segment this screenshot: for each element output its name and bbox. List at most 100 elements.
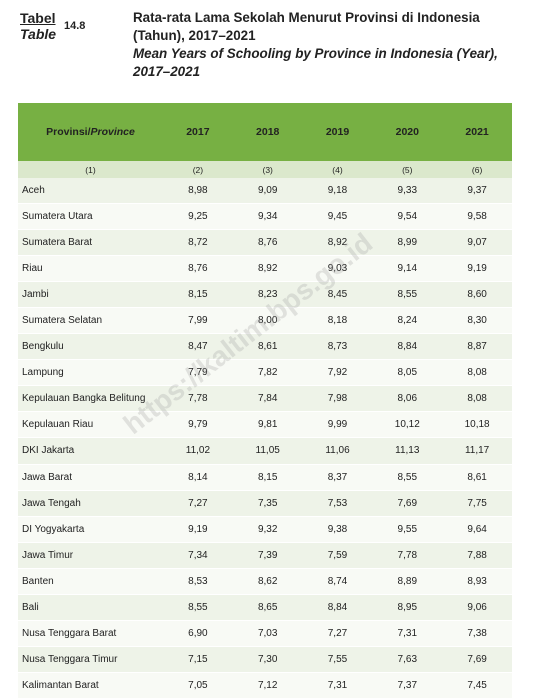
value-cell: 8,55 xyxy=(372,464,443,491)
value-cell: 7,27 xyxy=(302,620,373,647)
value-cell: 9,99 xyxy=(302,411,373,439)
table-row: DI Yogyakarta 9,19 9,32 9,38 9,55 9,64 xyxy=(18,516,512,543)
table-row: Sumatera Barat 8,72 8,76 8,92 8,99 9,07 xyxy=(18,229,512,257)
value-cell: 8,62 xyxy=(232,568,303,595)
value-cell: 8,05 xyxy=(372,359,443,387)
value-cell: 8,61 xyxy=(442,464,512,491)
value-cell: 9,34 xyxy=(232,203,303,231)
table-row: Sumatera Selatan 7,99 8,00 8,18 8,24 8,30 xyxy=(18,307,512,335)
value-cell: 8,95 xyxy=(372,594,443,621)
value-cell: 8,30 xyxy=(442,307,512,335)
province-cell: Nusa Tenggara Barat xyxy=(18,620,163,647)
value-cell: 9,58 xyxy=(442,203,512,231)
value-cell: 8,14 xyxy=(163,464,233,491)
value-cell: 8,47 xyxy=(163,333,233,361)
value-cell: 7,27 xyxy=(163,490,233,517)
value-cell: 9,06 xyxy=(442,594,512,621)
value-cell: 10,12 xyxy=(372,411,443,439)
value-cell: 9,55 xyxy=(372,516,443,543)
value-cell: 7,78 xyxy=(163,385,233,413)
value-cell: 7,82 xyxy=(232,359,303,387)
column-number: (6) xyxy=(442,161,512,178)
value-cell: 8,15 xyxy=(232,464,303,491)
table-row: Bali 8,55 8,65 8,84 8,95 9,06 xyxy=(18,594,512,621)
province-cell: Jawa Barat xyxy=(18,464,163,491)
value-cell: 10,18 xyxy=(442,411,512,439)
label-en: Table xyxy=(20,26,57,42)
value-cell: 7,35 xyxy=(232,490,303,517)
value-cell: 7,92 xyxy=(302,359,373,387)
value-cell: 8,37 xyxy=(302,464,373,491)
value-cell: 8,84 xyxy=(302,594,373,621)
value-cell: 7,59 xyxy=(302,542,373,569)
province-cell: Jawa Tengah xyxy=(18,490,163,517)
province-cell: Sumatera Barat xyxy=(18,229,163,257)
value-cell: 9,45 xyxy=(302,203,373,231)
value-cell: 9,32 xyxy=(232,516,303,543)
value-cell: 7,99 xyxy=(163,307,233,335)
value-cell: 8,23 xyxy=(232,281,303,309)
value-cell: 7,34 xyxy=(163,542,233,569)
province-cell: DKI Jakarta xyxy=(18,437,163,465)
value-cell: 9,19 xyxy=(163,516,233,543)
table-row: Jawa Tengah 7,27 7,35 7,53 7,69 7,75 xyxy=(18,490,512,517)
value-cell: 9,81 xyxy=(232,411,303,439)
year-header: 2021 xyxy=(442,103,512,161)
value-cell: 8,76 xyxy=(232,229,303,257)
value-cell: 11,13 xyxy=(372,437,443,465)
value-cell: 11,17 xyxy=(442,437,512,465)
year-header: 2018 xyxy=(232,103,303,161)
value-cell: 8,45 xyxy=(302,281,373,309)
value-cell: 7,88 xyxy=(442,542,512,569)
value-cell: 7,69 xyxy=(372,490,443,517)
value-cell: 9,25 xyxy=(163,203,233,231)
value-cell: 7,84 xyxy=(232,385,303,413)
value-cell: 9,38 xyxy=(302,516,373,543)
value-cell: 8,72 xyxy=(163,229,233,257)
value-cell: 9,14 xyxy=(372,255,443,283)
table-row: Jawa Barat 8,14 8,15 8,37 8,55 8,61 xyxy=(18,464,512,491)
province-cell: Kepulauan Bangka Belitung xyxy=(18,385,163,413)
value-cell: 7,39 xyxy=(232,542,303,569)
column-number: (4) xyxy=(302,161,373,178)
header-row: Provinsi/Province 2017 2018 2019 2020 2021 xyxy=(18,103,512,161)
year-header: 2017 xyxy=(163,103,233,161)
province-cell: DI Yogyakarta xyxy=(18,516,163,543)
data-table: Provinsi/Province 2017 2018 2019 2020 2021 (… xyxy=(18,103,512,699)
value-cell: 8,65 xyxy=(232,594,303,621)
table-row: Bengkulu 8,47 8,61 8,73 8,84 8,87 xyxy=(18,333,512,361)
province-en: Province xyxy=(90,126,135,138)
value-cell: 7,79 xyxy=(163,359,233,387)
value-cell: 9,18 xyxy=(302,178,373,205)
value-cell: 8,84 xyxy=(372,333,443,361)
value-cell: 9,09 xyxy=(232,178,303,205)
province-cell: Jawa Timur xyxy=(18,542,163,569)
title-id: Rata-rata Lama Sekolah Menurut Provinsi … xyxy=(133,10,480,43)
province-cell: Bengkulu xyxy=(18,333,163,361)
value-cell: 9,54 xyxy=(372,203,443,231)
province-cell: Kepulauan Riau xyxy=(18,411,163,439)
value-cell: 8,55 xyxy=(372,281,443,309)
province-cell: Nusa Tenggara Timur xyxy=(18,646,163,673)
province-cell: Bali xyxy=(18,594,163,621)
year-header: 2020 xyxy=(372,103,443,161)
value-cell: 7,31 xyxy=(372,620,443,647)
value-cell: 8,76 xyxy=(163,255,233,283)
value-cell: 9,79 xyxy=(163,411,233,439)
value-cell: 9,37 xyxy=(442,178,512,205)
value-cell: 8,92 xyxy=(232,255,303,283)
value-cell: 9,33 xyxy=(372,178,443,205)
value-cell: 7,31 xyxy=(302,672,373,699)
value-cell: 6,90 xyxy=(163,620,233,647)
table-row: Kepulauan Bangka Belitung 7,78 7,84 7,98 8,0… xyxy=(18,385,512,413)
value-cell: 8,93 xyxy=(442,568,512,595)
value-cell: 8,24 xyxy=(372,307,443,335)
value-cell: 7,12 xyxy=(232,672,303,699)
value-cell: 8,98 xyxy=(163,178,233,205)
value-cell: 9,07 xyxy=(442,229,512,257)
value-cell: 11,06 xyxy=(302,437,373,465)
value-cell: 9,64 xyxy=(442,516,512,543)
province-cell: Kalimantan Barat xyxy=(18,672,163,699)
column-number: (3) xyxy=(232,161,303,178)
